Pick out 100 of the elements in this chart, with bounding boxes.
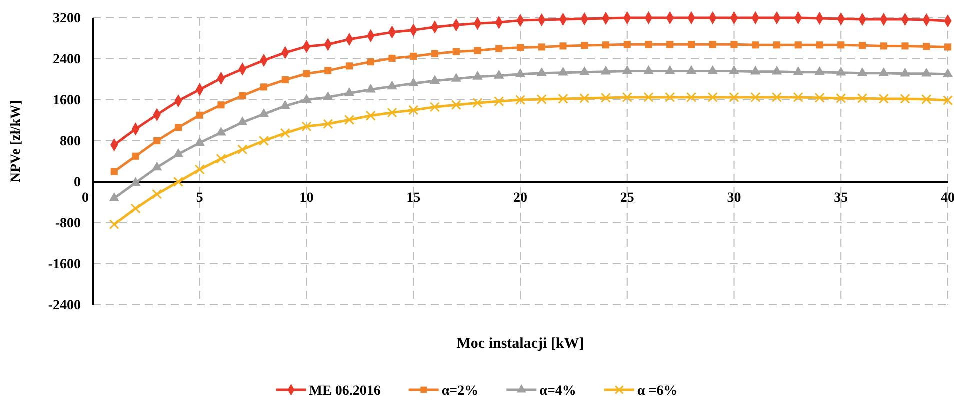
- point: [494, 96, 504, 107]
- point: [216, 126, 226, 136]
- legend-label: α=4%: [540, 384, 576, 399]
- point: [944, 44, 952, 51]
- point: [880, 42, 888, 50]
- point: [173, 148, 184, 158]
- point: [900, 68, 910, 77]
- point: [836, 93, 846, 104]
- point: [858, 42, 866, 50]
- point: [686, 92, 697, 102]
- point: [258, 136, 270, 146]
- point: [686, 65, 697, 74]
- point: [560, 42, 567, 50]
- point: [536, 94, 547, 105]
- point: [216, 154, 226, 164]
- point: [730, 41, 738, 48]
- y-tick-label: -1600: [48, 257, 81, 272]
- point: [878, 94, 889, 104]
- point: [152, 189, 162, 200]
- point: [238, 116, 248, 126]
- point: [814, 66, 825, 76]
- point: [452, 48, 460, 56]
- y-tick-label: 3200: [53, 11, 81, 26]
- point: [130, 177, 141, 186]
- point: [558, 94, 568, 104]
- point: [773, 42, 781, 49]
- point: [474, 47, 482, 54]
- point: [109, 192, 120, 202]
- point: [581, 42, 588, 50]
- point: [344, 87, 355, 96]
- point: [600, 92, 612, 103]
- point: [280, 128, 290, 138]
- point: [130, 204, 141, 214]
- y-axis-title: NPVe [zł/kW]: [9, 100, 24, 183]
- point: [387, 80, 398, 90]
- point: [494, 70, 504, 79]
- point: [154, 137, 161, 145]
- x-tick-label: 35: [834, 190, 848, 206]
- x-tick-label: 25: [620, 190, 634, 206]
- point: [538, 44, 546, 51]
- point: [752, 42, 760, 49]
- y-tick-label: -800: [55, 216, 81, 232]
- y-tick-label: 2400: [53, 52, 81, 68]
- point: [366, 84, 376, 93]
- point: [323, 92, 334, 100]
- point: [194, 137, 205, 146]
- point: [729, 92, 740, 102]
- point: [772, 92, 782, 102]
- point: [260, 84, 268, 91]
- point: [794, 42, 802, 49]
- point: [922, 94, 932, 105]
- point: [729, 65, 740, 74]
- point: [302, 122, 312, 132]
- point: [814, 92, 825, 103]
- point: [750, 92, 761, 102]
- point: [857, 93, 868, 104]
- point: [346, 62, 354, 70]
- point: [558, 66, 568, 76]
- point: [600, 66, 612, 75]
- point: [388, 54, 396, 62]
- y-tick-label: 800: [60, 134, 81, 150]
- legend-label: ME 06.2016: [309, 384, 381, 399]
- point: [472, 98, 483, 108]
- point: [515, 94, 526, 106]
- point: [709, 41, 716, 48]
- y-tick-label: 0: [74, 175, 81, 190]
- point: [303, 70, 310, 78]
- point: [410, 52, 418, 60]
- point: [644, 65, 654, 74]
- x-tick-label: 20: [514, 190, 528, 206]
- point: [408, 78, 419, 87]
- point: [132, 152, 140, 160]
- point: [622, 65, 632, 74]
- x-axis-title: Moc instalacji [kW]: [456, 336, 584, 352]
- point: [239, 92, 246, 100]
- legend-label: α=2%: [442, 384, 479, 399]
- point: [194, 164, 205, 175]
- point: [516, 44, 524, 52]
- x-tick-label: 10: [300, 190, 314, 206]
- y-tick-label: -2400: [48, 298, 81, 314]
- y-tick-label: 1600: [53, 93, 81, 108]
- point: [472, 71, 483, 80]
- point: [109, 219, 120, 230]
- point: [580, 66, 590, 76]
- point: [622, 92, 632, 102]
- point: [836, 66, 846, 76]
- point: [923, 43, 930, 50]
- point: [110, 168, 118, 176]
- point: [152, 162, 162, 171]
- point: [922, 68, 932, 77]
- point: [942, 95, 954, 106]
- point: [196, 112, 204, 119]
- point: [688, 41, 696, 48]
- point: [536, 67, 547, 76]
- point: [408, 105, 419, 116]
- point: [218, 102, 225, 109]
- legend-label: α =6%: [637, 384, 678, 399]
- point: [580, 93, 590, 104]
- point: [902, 42, 909, 50]
- point: [451, 73, 462, 82]
